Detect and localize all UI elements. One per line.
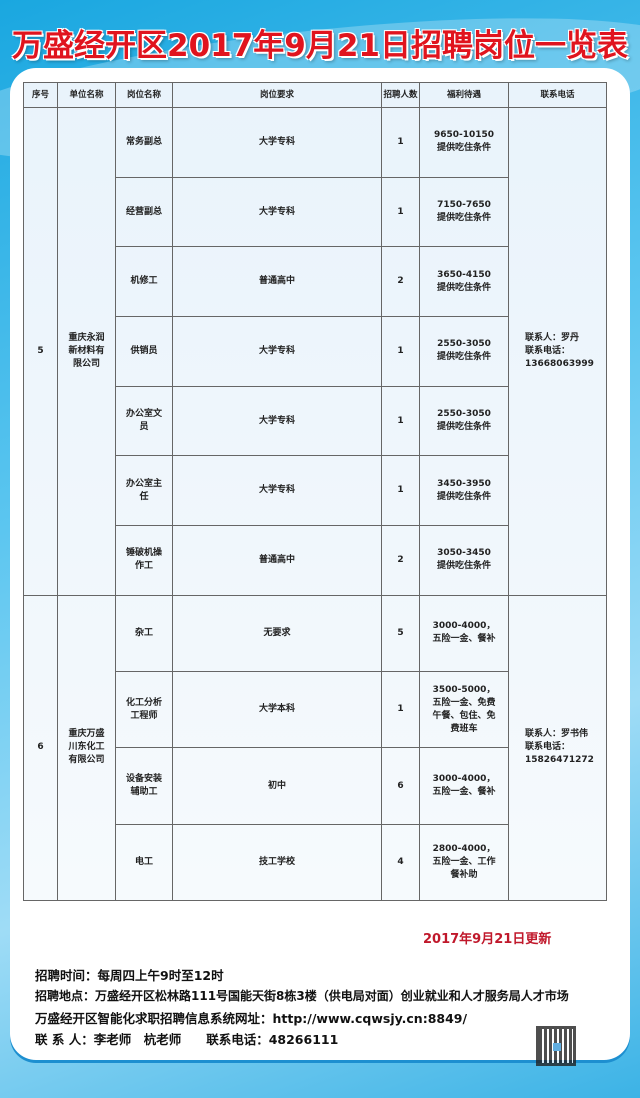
job-requirement: 大学专科 bbox=[172, 455, 382, 527]
job-title: 机修工 bbox=[115, 246, 173, 318]
contact-phone: 13668063999 bbox=[525, 358, 594, 369]
page-title: 万盛经开区2017年9月21日招聘岗位一览表 bbox=[12, 28, 628, 64]
info-site[interactable]: 万盛经开区智能化求职招聘信息系统网址：http://www.cqwsjy.cn:… bbox=[35, 1011, 468, 1026]
job-count: 1 bbox=[381, 455, 420, 527]
job-requirement: 大学专科 bbox=[172, 176, 382, 248]
job-title: 化工分析工程师 bbox=[115, 671, 173, 749]
job-benefit: 3500-5000，五险一金、免费午餐、包住、免费班车 bbox=[419, 671, 509, 749]
contact-contact: 联系人：罗书伟 bbox=[525, 729, 589, 740]
job-benefit: 3000-4000，五险一金、餐补 bbox=[419, 594, 509, 673]
job-benefit: 3000-4000，五险一金、餐补 bbox=[419, 747, 509, 825]
table-row: 电工 技工学校 4 2800-4000，五险一金、工作餐补助 bbox=[24, 823, 607, 902]
job-requirement: 无要求 bbox=[172, 594, 382, 673]
header-cell: 单位名称 bbox=[57, 82, 116, 108]
update-date: 2017年9月21日更新 bbox=[423, 932, 552, 947]
jobs-table: 序号 单位名称 岗位名称 岗位要求 招聘人数 福利待遇 联系电话 5 重庆永润新材料有限公司常… bbox=[23, 82, 607, 902]
contact-cell: 联系人：罗书伟 联系电话： 15826471272 bbox=[508, 594, 607, 902]
contact-cell: 联系人：罗丹 联系电话： 13668063999 bbox=[508, 107, 607, 596]
job-benefit: 9650-10150 提供吃住条件 bbox=[419, 107, 509, 178]
job-benefit: 3650-4150 提供吃住条件 bbox=[419, 246, 509, 318]
info-time: 招聘时间：每周四上午9时至12时 bbox=[35, 968, 224, 983]
job-count: 1 bbox=[381, 316, 420, 387]
job-title: 办公室文员 bbox=[115, 385, 173, 457]
table-row: 办公室主任 大学专科 1 3450-3950 提供吃住条件 bbox=[24, 455, 607, 527]
job-title: 办公室主任 bbox=[115, 455, 173, 527]
job-title: 设备安装辅助工 bbox=[115, 747, 173, 825]
job-requirement: 大学专科 bbox=[172, 385, 382, 457]
header-cell: 福利待遇 bbox=[419, 82, 509, 108]
table-row: 经营副总 大学专科 1 7150-7650 提供吃住条件 bbox=[24, 176, 607, 248]
job-requirement: 普通高中 bbox=[172, 246, 382, 318]
contact-phone: 15826471272 bbox=[525, 755, 594, 766]
job-count: 2 bbox=[381, 525, 420, 596]
header-cell: 联系电话 bbox=[508, 82, 607, 108]
job-count: 6 bbox=[381, 747, 420, 825]
job-count: 5 bbox=[381, 594, 420, 673]
table-row: 供销员 大学专科 1 2550-3050 提供吃住条件 bbox=[24, 316, 607, 387]
job-requirement: 初中 bbox=[172, 747, 382, 825]
qr-code[interactable] bbox=[536, 1026, 576, 1066]
info-contact: 联 系 人：李老师 杭老师 联系电话：48266111 bbox=[35, 1032, 339, 1047]
header-cell: 岗位要求 bbox=[172, 82, 382, 108]
job-count: 1 bbox=[381, 671, 420, 749]
job-title: 供销员 bbox=[115, 316, 173, 387]
table-row: 化工分析工程师 大学本科 1 3500-5000，五险一金、免费午餐、包住、免费班车 bbox=[24, 671, 607, 749]
contact-phone-label: 联系电话： bbox=[525, 345, 571, 356]
job-title: 经营副总 bbox=[115, 176, 173, 248]
job-count: 1 bbox=[381, 176, 420, 248]
info-place: 招聘地点：万盛经开区松林路111号国能天街8栋3楼（供电局对面）创业就业和人才服… bbox=[35, 989, 569, 1003]
table-row: 锤破机操作工 普通高中 2 3050-3450 提供吃住条件 bbox=[24, 525, 607, 596]
contact-contact: 联系人：罗丹 bbox=[525, 332, 580, 343]
job-benefit: 2550-3050 提供吃住条件 bbox=[419, 316, 509, 387]
company-number: 5 bbox=[23, 107, 58, 596]
job-title: 电工 bbox=[115, 823, 173, 902]
job-count: 1 bbox=[381, 385, 420, 457]
header-cell: 岗位名称 bbox=[115, 82, 173, 108]
job-benefit: 3050-3450 提供吃住条件 bbox=[419, 525, 509, 596]
job-title: 杂工 bbox=[115, 594, 173, 673]
job-requirement: 大学本科 bbox=[172, 671, 382, 749]
table-row: 办公室文员 大学专科 1 2550-3050 提供吃住条件 bbox=[24, 385, 607, 457]
company-number: 6 bbox=[23, 594, 58, 902]
job-benefit: 3450-3950 提供吃住条件 bbox=[419, 455, 509, 527]
header-cell: 招聘人数 bbox=[381, 82, 420, 108]
job-requirement: 普通高中 bbox=[172, 525, 382, 596]
job-title: 锤破机操作工 bbox=[115, 525, 173, 596]
job-requirement: 大学专科 bbox=[172, 316, 382, 387]
job-count: 4 bbox=[381, 823, 420, 902]
job-count: 1 bbox=[381, 107, 420, 178]
contact-phone-label: 联系电话： bbox=[525, 742, 571, 753]
company-name: 重庆万盛川东化工有限公司 bbox=[57, 594, 116, 902]
job-benefit: 2550-3050 提供吃住条件 bbox=[419, 385, 509, 457]
job-title: 常务副总 bbox=[115, 107, 173, 178]
job-requirement: 大学专科 bbox=[172, 107, 382, 178]
table-row: 5 重庆永润新材料有限公司 常务副总 大学专科 1 9650-10150 提供吃住条件 联系… bbox=[23, 107, 607, 596]
table-row: 机修工 普通高中 2 3650-4150 提供吃住条件 bbox=[24, 246, 607, 318]
company-name: 重庆永润新材料有限公司 bbox=[57, 107, 116, 596]
header-cell: 序号 bbox=[23, 82, 58, 108]
table-row: 6 重庆万盛川东化工有限公司 杂工 无要求 5 3000-4000，五险一金、餐补 联系人：… bbox=[23, 594, 607, 902]
job-benefit: 7150-7650 提供吃住条件 bbox=[419, 176, 509, 248]
job-benefit: 2800-4000，五险一金、工作餐补助 bbox=[419, 823, 509, 902]
job-requirement: 技工学校 bbox=[172, 823, 382, 902]
job-count: 2 bbox=[381, 246, 420, 318]
